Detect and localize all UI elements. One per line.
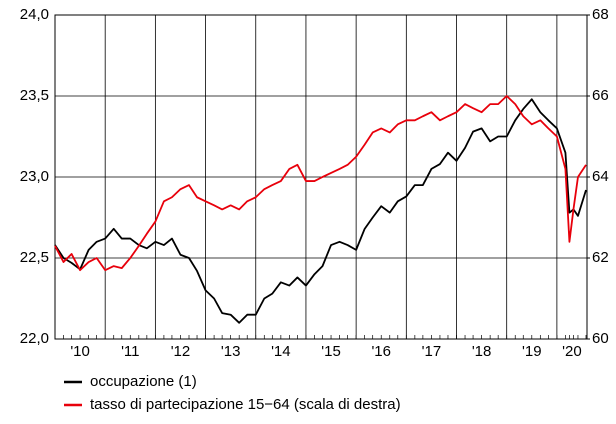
y-tick-label: 23,5 xyxy=(20,87,49,104)
x-tick-label: '15 xyxy=(321,343,341,360)
series-line xyxy=(54,98,587,324)
x-tick-label: '19 xyxy=(522,343,542,360)
y2-tick-label: 66 xyxy=(592,87,609,104)
y2-tick-label: 68 xyxy=(592,6,609,23)
x-tick-label: '20 xyxy=(562,343,582,360)
x-tick-label: '16 xyxy=(371,343,391,360)
legend-label: tasso di partecipazione 15−64 (scala di … xyxy=(90,396,401,413)
series-line xyxy=(54,95,587,272)
x-tick-label: '17 xyxy=(422,343,442,360)
y-tick-label: 23,0 xyxy=(20,168,49,185)
legend-label: occupazione (1) xyxy=(90,373,197,390)
x-tick-label: '11 xyxy=(121,343,139,360)
x-tick-label: '18 xyxy=(472,343,492,360)
x-tick-label: '13 xyxy=(221,343,241,360)
y2-tick-label: 60 xyxy=(592,330,609,347)
x-tick-label: '10 xyxy=(70,343,90,360)
x-tick-label: '14 xyxy=(271,343,291,360)
y2-tick-label: 62 xyxy=(592,249,609,266)
x-tick-label: '12 xyxy=(171,343,191,360)
y-tick-label: 24,0 xyxy=(20,6,49,23)
y-tick-label: 22,5 xyxy=(20,249,49,266)
y2-tick-label: 64 xyxy=(592,168,609,185)
y-tick-label: 22,0 xyxy=(20,330,49,347)
